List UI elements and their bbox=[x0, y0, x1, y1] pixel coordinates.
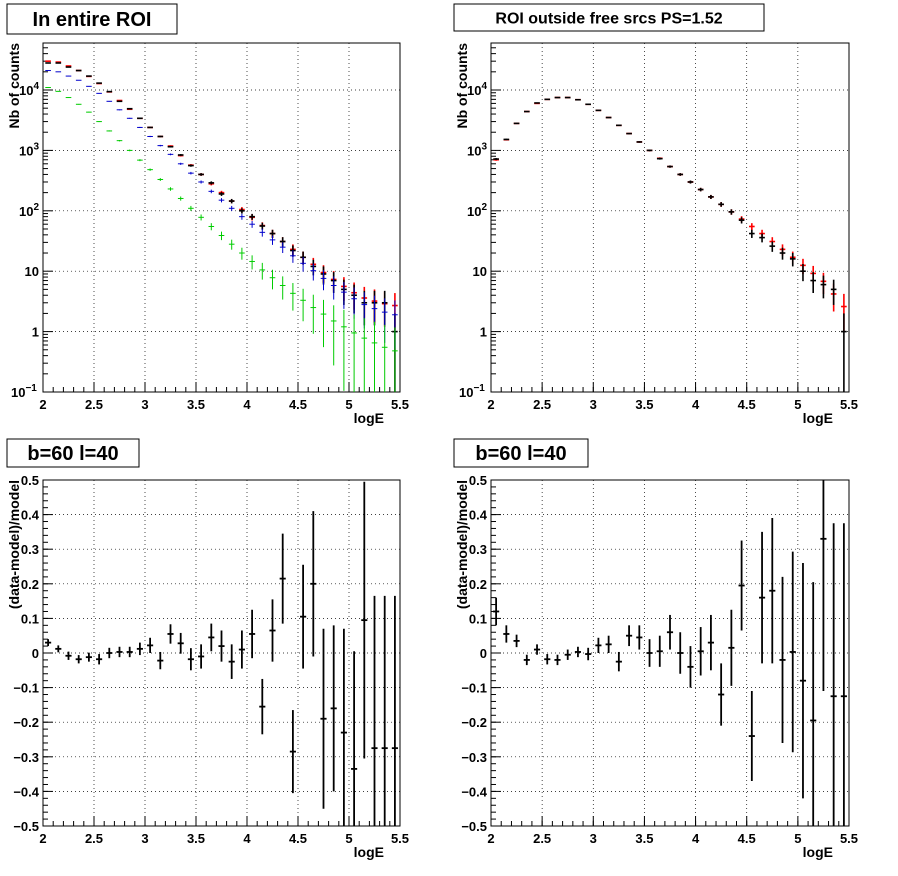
series-residuals bbox=[493, 480, 847, 826]
x-tick-label: 4.5 bbox=[289, 831, 307, 846]
y-tick-label: 0.1 bbox=[21, 611, 39, 626]
panel-bottom-left: 2 2.5 3 3.5 4 4.5 5 5.5 −0.5 −0.4 −0.3 −0.2 −0.1 0 0.1… bbox=[6, 438, 409, 860]
x-tick-label: 5.5 bbox=[391, 831, 409, 846]
y-tick-label: 0.2 bbox=[21, 577, 39, 592]
y-tick-label: 103 bbox=[19, 141, 39, 158]
x-tick-label: 4 bbox=[243, 397, 251, 412]
y-tick-label: −0.3 bbox=[13, 750, 39, 765]
y-tick-label: 103 bbox=[467, 141, 487, 158]
x-tick-label: 5.5 bbox=[840, 397, 858, 412]
y-tick-label: −0.2 bbox=[461, 715, 487, 730]
y-tick-label: 10 bbox=[25, 264, 39, 279]
y-tick-label: −0.1 bbox=[461, 681, 487, 696]
x-tick-label: 3 bbox=[141, 831, 148, 846]
panel-bottom-right: 2 2.5 3 3.5 4 4.5 5 5.5 −0.5 −0.4 −0.3 −0.2 −0.1 0 0.1… bbox=[453, 438, 858, 860]
y-tick-label: 0.3 bbox=[21, 542, 39, 557]
x-tick-label: 3.5 bbox=[635, 831, 653, 846]
y-tick-label: 104 bbox=[467, 81, 487, 98]
x-tick-label: 5.5 bbox=[391, 397, 409, 412]
chart-title-box bbox=[453, 3, 765, 32]
chart-title-box bbox=[6, 3, 178, 35]
x-tick-label: 2.5 bbox=[85, 831, 103, 846]
y-tick-label: 104 bbox=[19, 81, 39, 98]
series-model bbox=[493, 96, 847, 332]
x-axis-label: logE bbox=[354, 410, 384, 426]
x-tick-label: 5 bbox=[345, 397, 352, 412]
x-tick-label: 2 bbox=[39, 831, 46, 846]
y-tick-label: 0.4 bbox=[21, 508, 40, 523]
x-tick-label: 2 bbox=[487, 831, 494, 846]
panel-top-right: 2 2.5 3 3.5 4 4.5 5 5.5 10−1 1 10 102 103 104 logE Nb o… bbox=[453, 3, 858, 426]
y-tick-label: −0.4 bbox=[461, 784, 487, 799]
x-tick-label: 5 bbox=[794, 397, 801, 412]
y-axis-label: Nb of counts bbox=[454, 43, 470, 129]
y-tick-label: 102 bbox=[467, 202, 487, 219]
y-tick-label: 102 bbox=[19, 202, 39, 219]
chart-title: b=60 l=40 bbox=[475, 443, 566, 465]
chart-title: b=60 l=40 bbox=[27, 443, 118, 465]
x-tick-label: 2 bbox=[39, 397, 46, 412]
chart-title-box bbox=[6, 438, 140, 468]
y-axis-label: (data-model)/model bbox=[454, 480, 470, 609]
x-tick-label: 2.5 bbox=[85, 397, 103, 412]
x-tick-label: 3.5 bbox=[187, 397, 205, 412]
chart-title: ROI outside free srcs PS=1.52 bbox=[495, 10, 722, 27]
y-tick-label: 0 bbox=[480, 646, 487, 661]
y-tick-label: −0.1 bbox=[13, 681, 39, 696]
x-tick-label: 5.5 bbox=[840, 831, 858, 846]
chart-title-box bbox=[453, 438, 589, 468]
x-tick-label: 4.5 bbox=[738, 397, 756, 412]
series-blue bbox=[45, 70, 398, 349]
x-tick-label: 4.5 bbox=[289, 397, 307, 412]
y-tick-label: 0.2 bbox=[469, 577, 487, 592]
x-tick-label: 3 bbox=[141, 397, 148, 412]
panel-top-left: 2 2.5 3 3.5 4 4.5 5 5.5 10−1 1 10 102 103 104 logE Nb o… bbox=[6, 3, 409, 426]
x-tick-label: 2.5 bbox=[533, 397, 551, 412]
x-tick-label: 4 bbox=[243, 831, 251, 846]
y-axis-label: Nb of counts bbox=[6, 43, 22, 129]
y-tick-label: 10 bbox=[473, 264, 487, 279]
y-tick-label: 0.5 bbox=[469, 473, 487, 488]
x-tick-label: 3 bbox=[590, 831, 597, 846]
y-tick-label: 10−1 bbox=[11, 383, 37, 400]
series-residuals bbox=[45, 481, 398, 826]
y-tick-label: −0.3 bbox=[461, 750, 487, 765]
series-data bbox=[45, 62, 398, 392]
y-tick-label: 1 bbox=[480, 325, 487, 340]
y-tick-label: −0.5 bbox=[461, 819, 487, 834]
y-tick-label: 0 bbox=[32, 646, 39, 661]
plot-frame bbox=[42, 42, 401, 393]
x-tick-label: 3.5 bbox=[187, 831, 205, 846]
y-tick-label: 0.5 bbox=[21, 473, 39, 488]
y-tick-label: −0.5 bbox=[13, 819, 39, 834]
series-green bbox=[45, 87, 398, 392]
x-tick-label: 3.5 bbox=[635, 397, 653, 412]
y-tick-label: 10−1 bbox=[459, 383, 485, 400]
x-tick-label: 2.5 bbox=[533, 831, 551, 846]
x-axis-label: logE bbox=[803, 410, 833, 426]
x-tick-label: 4 bbox=[692, 397, 700, 412]
x-tick-label: 5 bbox=[794, 831, 801, 846]
y-tick-label: 0.1 bbox=[469, 611, 487, 626]
series-data bbox=[493, 96, 847, 392]
x-tick-label: 3 bbox=[590, 397, 597, 412]
x-axis-label: logE bbox=[803, 844, 833, 860]
y-axis-label: (data-model)/model bbox=[6, 480, 22, 609]
x-tick-label: 2 bbox=[487, 397, 494, 412]
x-axis-label: logE bbox=[354, 844, 384, 860]
x-tick-label: 5 bbox=[345, 831, 352, 846]
plot-frame bbox=[490, 42, 850, 393]
x-tick-label: 4.5 bbox=[738, 831, 756, 846]
y-tick-label: 1 bbox=[32, 325, 39, 340]
y-tick-label: −0.2 bbox=[13, 715, 39, 730]
y-tick-label: −0.4 bbox=[13, 784, 39, 799]
y-tick-label: 0.3 bbox=[469, 542, 487, 557]
y-tick-label: 0.4 bbox=[469, 508, 488, 523]
x-tick-label: 4 bbox=[692, 831, 700, 846]
chart-title: In entire ROI bbox=[33, 9, 152, 31]
